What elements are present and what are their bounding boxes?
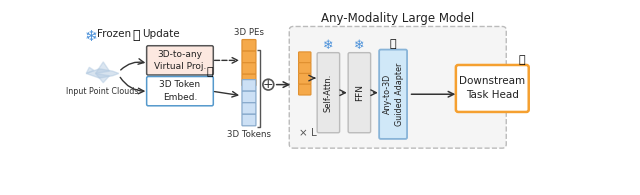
Text: FFN: FFN	[355, 84, 364, 101]
Text: 🔥: 🔥	[518, 55, 525, 65]
FancyBboxPatch shape	[298, 52, 311, 63]
Polygon shape	[95, 62, 109, 74]
FancyBboxPatch shape	[242, 114, 256, 126]
FancyBboxPatch shape	[242, 80, 256, 91]
Text: 3D Token
Embed.: 3D Token Embed.	[159, 80, 200, 102]
FancyBboxPatch shape	[242, 63, 256, 74]
FancyBboxPatch shape	[242, 74, 256, 86]
FancyBboxPatch shape	[456, 65, 529, 112]
FancyBboxPatch shape	[242, 51, 256, 63]
Polygon shape	[95, 74, 109, 83]
FancyBboxPatch shape	[289, 27, 506, 148]
FancyBboxPatch shape	[242, 91, 256, 103]
FancyBboxPatch shape	[242, 40, 256, 51]
Text: 3D PEs: 3D PEs	[234, 28, 264, 37]
FancyBboxPatch shape	[298, 74, 311, 84]
Text: 3D-to-any
Virtual Proj.: 3D-to-any Virtual Proj.	[154, 50, 206, 71]
Text: 🔥: 🔥	[132, 29, 140, 42]
FancyBboxPatch shape	[317, 53, 340, 133]
FancyBboxPatch shape	[298, 84, 311, 95]
FancyBboxPatch shape	[348, 53, 371, 133]
Text: Self-Attn.: Self-Attn.	[324, 74, 333, 112]
Text: Any-to-3D
Guided Adapter: Any-to-3D Guided Adapter	[383, 63, 403, 126]
Text: × L: × L	[300, 128, 317, 138]
Text: Any-Modality Large Model: Any-Modality Large Model	[321, 12, 474, 25]
Text: Downstream
Task Head: Downstream Task Head	[460, 76, 525, 100]
FancyBboxPatch shape	[379, 50, 407, 139]
FancyBboxPatch shape	[242, 103, 256, 114]
FancyBboxPatch shape	[147, 46, 213, 75]
Text: 3D Tokens: 3D Tokens	[227, 130, 271, 139]
Circle shape	[263, 79, 274, 90]
Text: Input Point Clouds: Input Point Clouds	[66, 87, 139, 96]
Text: +: +	[263, 78, 274, 91]
FancyBboxPatch shape	[298, 63, 311, 74]
Text: 🔥: 🔥	[390, 39, 396, 49]
Text: Update: Update	[142, 29, 180, 39]
Text: ❄: ❄	[354, 39, 365, 52]
Text: Frozen: Frozen	[97, 29, 131, 39]
Polygon shape	[86, 67, 94, 74]
Text: ❄: ❄	[323, 39, 333, 52]
Polygon shape	[86, 69, 119, 78]
Text: ❄: ❄	[84, 29, 97, 44]
Text: 🔥: 🔥	[207, 67, 214, 77]
FancyBboxPatch shape	[147, 76, 213, 106]
